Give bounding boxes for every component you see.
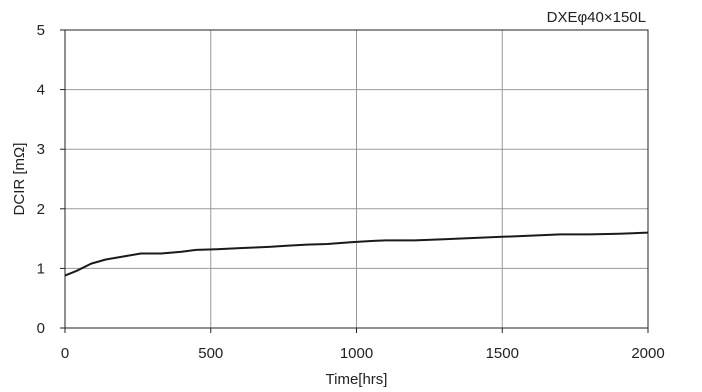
series-line (64, 231, 649, 277)
y-tick-label: 3 (37, 141, 45, 158)
y-tick-label: 1 (37, 260, 45, 277)
x-tick-label: 0 (61, 345, 69, 362)
axis-ticks: 0 1 2 3 4 5 0 500 1000 1500 2000 (37, 22, 665, 362)
chart-title: DXEφ40×150L (547, 9, 646, 26)
y-tick-label: 4 (37, 82, 45, 99)
y-axis-title: DCIR [mΩ] (11, 143, 28, 216)
x-tick-label: 1000 (340, 345, 373, 362)
x-tick-label: 1500 (486, 345, 519, 362)
y-tick-label: 5 (37, 22, 45, 39)
grid-lines (65, 30, 648, 328)
x-axis-title: Time[hrs] (326, 371, 388, 388)
series-layer (64, 231, 649, 277)
y-tick-label: 0 (37, 320, 45, 337)
y-tick-label: 2 (37, 201, 45, 218)
x-tick-label: 2000 (631, 345, 664, 362)
x-tick-label: 500 (198, 345, 223, 362)
